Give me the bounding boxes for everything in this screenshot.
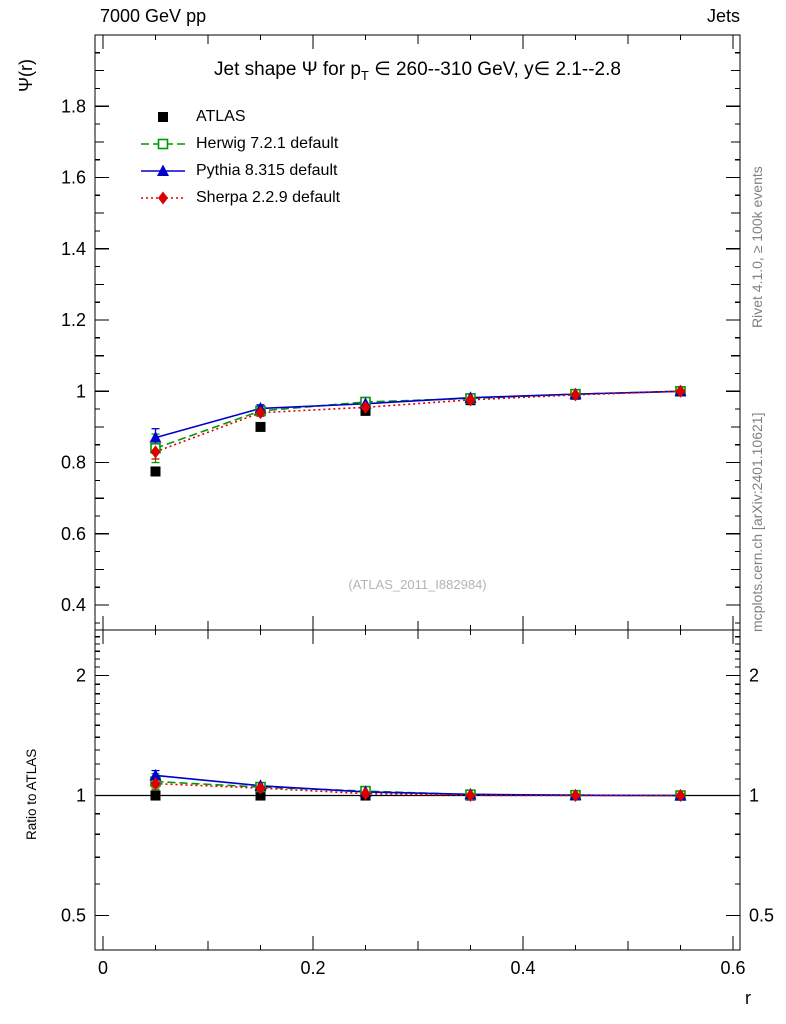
svg-text:0.2: 0.2 — [300, 958, 325, 978]
legend-marker-icon — [141, 164, 185, 176]
mcplots-reference-label: mcplots.cern.ch [arXiv:2401.10621] — [749, 412, 765, 632]
svg-text:0.6: 0.6 — [61, 524, 86, 544]
svg-text:0.4: 0.4 — [61, 595, 86, 615]
chart-title-sub: T — [360, 67, 369, 83]
rivet-version-label: Rivet 4.1.0, ≥ 100k events — [749, 166, 765, 328]
legend-marker-icon — [158, 111, 168, 122]
legend-label: Sherpa 2.2.9 default — [196, 188, 341, 206]
watermark-analysis-id: (ATLAS_2011_I882984) — [348, 577, 487, 592]
legend-item: Pythia 8.315 default — [140, 157, 340, 184]
svg-text:0.4: 0.4 — [510, 958, 535, 978]
svg-text:0: 0 — [98, 958, 108, 978]
legend-marker-icon — [141, 138, 185, 149]
svg-text:1.6: 1.6 — [61, 168, 86, 188]
chart-title-post: ∈ 260--310 GeV, y∈ 2.1--2.8 — [368, 59, 621, 80]
legend-label: Herwig 7.2.1 default — [196, 134, 339, 152]
chart-title: Jet shape Ψ for pT ∈ 260--310 GeV, y∈ 2.… — [95, 58, 740, 83]
legend-item: Herwig 7.2.1 default — [140, 130, 340, 157]
legend-label: Pythia 8.315 default — [196, 161, 338, 179]
svg-text:0.6: 0.6 — [720, 958, 745, 978]
beam-energy-label: 7000 GeV pp — [100, 6, 207, 26]
svg-text:1: 1 — [76, 786, 86, 806]
y-axis-label-ratio: Ratio to ATLAS — [24, 748, 39, 840]
series-panel-ratio — [149, 768, 687, 803]
series-panel-main — [149, 384, 687, 477]
legend-label: ATLAS — [196, 107, 246, 125]
svg-text:1: 1 — [76, 381, 86, 401]
svg-text:1.4: 1.4 — [61, 239, 86, 259]
svg-text:1: 1 — [749, 786, 759, 806]
svg-text:2: 2 — [749, 665, 759, 685]
svg-text:0.5: 0.5 — [749, 906, 774, 926]
legend-item: Sherpa 2.2.9 default — [140, 184, 340, 211]
analysis-group-label: Jets — [706, 6, 740, 26]
svg-text:1.8: 1.8 — [61, 96, 86, 116]
x-axis-label: r — [745, 988, 751, 1008]
tick-labels: 0.4 0.6 0.8 1 1.2 1.4 1.6 1.8 0.5 0.5 1 1 2 2 0 0.2 0.4 0… — [61, 96, 774, 978]
svg-text:0.5: 0.5 — [61, 906, 86, 926]
svg-text:0.8: 0.8 — [61, 453, 86, 473]
svg-text:2: 2 — [76, 665, 86, 685]
legend-marker-icon — [141, 191, 185, 204]
legend: ATLAS Herwig 7.2.1 default Pythia 8.315 de… — [140, 103, 340, 211]
svg-text:1.2: 1.2 — [61, 310, 86, 330]
y-axis-label-main: Ψ(r) — [16, 58, 36, 92]
chart-title-pre: Jet shape Ψ for p — [214, 59, 361, 80]
legend-item: ATLAS — [140, 103, 340, 130]
